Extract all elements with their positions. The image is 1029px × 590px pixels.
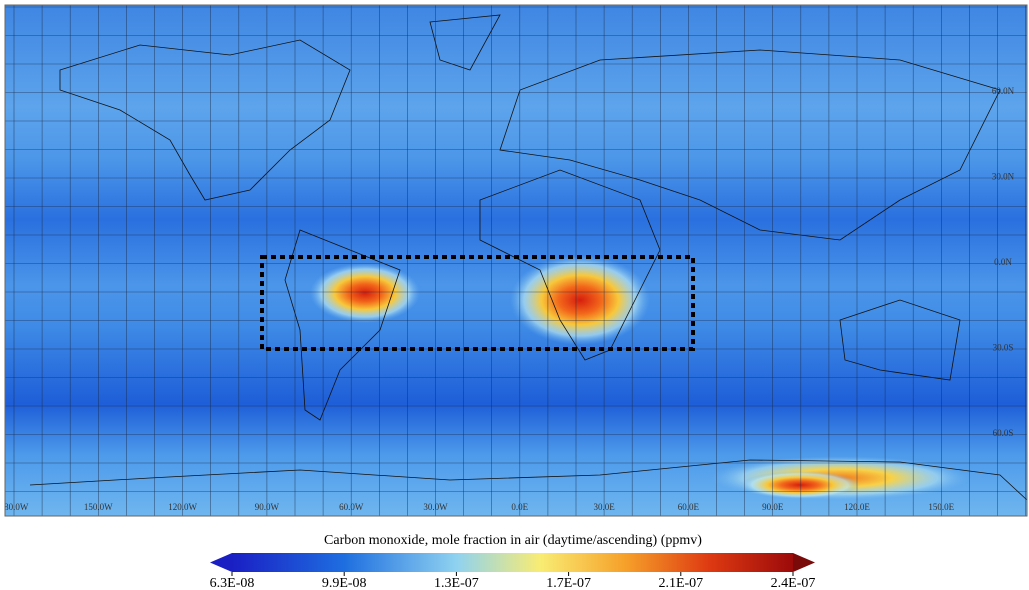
longitude-label: 120.0E bbox=[844, 502, 870, 512]
longitude-label: 60.0E bbox=[678, 502, 700, 512]
colorbar-tick-label: 1.7E-07 bbox=[546, 576, 591, 590]
colorbar-arrow-high bbox=[793, 553, 815, 572]
colorbar-tick-label: 2.1E-07 bbox=[658, 576, 703, 590]
latitude-label: 60.0S bbox=[993, 428, 1014, 438]
longitude-label: 60.0W bbox=[339, 502, 364, 512]
colorbar-title: Carbon monoxide, mole fraction in air (d… bbox=[324, 533, 702, 548]
longitude-label: 150.0W bbox=[84, 502, 113, 512]
colorbar bbox=[232, 553, 793, 572]
colorbar-arrow-low bbox=[210, 553, 232, 572]
hotspot bbox=[510, 255, 650, 345]
longitude-label: 150.0E bbox=[928, 502, 954, 512]
longitude-label: 0.0E bbox=[511, 502, 528, 512]
longitude-label: 120.0W bbox=[168, 502, 197, 512]
latitude-label: 0.0N bbox=[994, 257, 1012, 267]
longitude-label: 90.0W bbox=[255, 502, 280, 512]
map-background bbox=[5, 5, 1027, 516]
colorbar-tick-label: 2.4E-07 bbox=[771, 576, 816, 590]
longitude-label: 30.0E bbox=[593, 502, 615, 512]
map-frame bbox=[4, 4, 1028, 517]
hotspot bbox=[310, 263, 420, 323]
longitude-label: 180.0W bbox=[0, 502, 29, 512]
colorbar-tick-label: 9.9E-08 bbox=[322, 576, 367, 590]
latitude-label: 30.0S bbox=[993, 343, 1014, 353]
latitude-label: 60.0N bbox=[992, 86, 1015, 96]
longitude-label: 30.0W bbox=[423, 502, 448, 512]
map: 180.0W 150.0W 120.0W 90.0W 60.0W 30.0W 0.0E 30.… bbox=[0, 5, 1027, 516]
colorbar-tick-label: 1.3E-07 bbox=[434, 576, 479, 590]
colorbar-tick-label: 6.3E-08 bbox=[210, 576, 255, 590]
longitude-label: 90.0E bbox=[762, 502, 784, 512]
latitude-labels: 60.0N 30.0N 0.0N 30.0S 60.0S bbox=[992, 86, 1015, 438]
longitude-labels: 180.0W 150.0W 120.0W 90.0W 60.0W 30.0W 0.0E 30.… bbox=[0, 502, 955, 512]
graticule bbox=[5, 5, 1027, 516]
hotspot bbox=[740, 471, 860, 499]
region-box bbox=[260, 255, 695, 351]
latitude-label: 30.0N bbox=[992, 172, 1015, 182]
colorbar-ticks: 6.3E-08 9.9E-08 1.3E-07 1.7E-07 2.1E-07 2.4E-… bbox=[210, 572, 816, 590]
